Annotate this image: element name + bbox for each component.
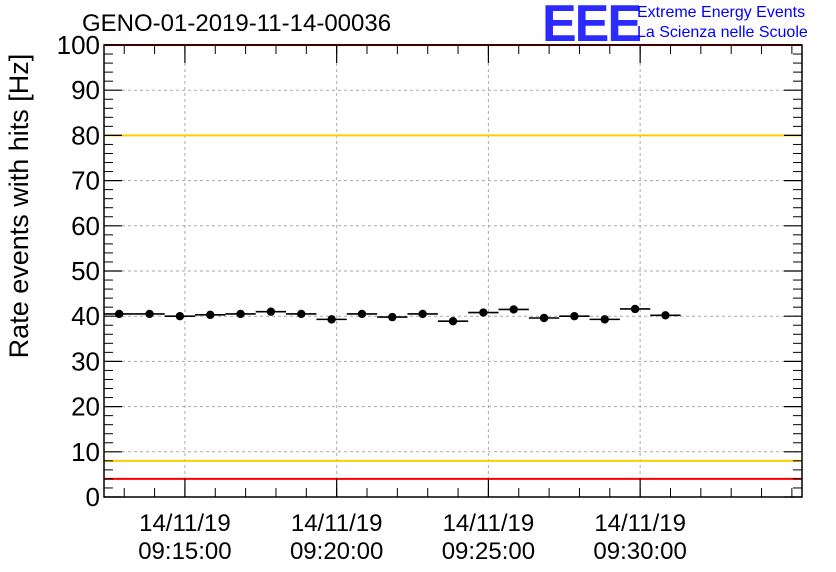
data-point xyxy=(539,313,549,323)
x-tick-time-label: 09:20:00 xyxy=(290,538,383,565)
data-point xyxy=(509,305,518,314)
y-tick-label: 20 xyxy=(71,392,100,422)
data-point xyxy=(570,312,579,321)
data-point xyxy=(448,316,458,326)
y-tick-label: 70 xyxy=(71,166,100,196)
y-tick-label: 100 xyxy=(57,30,100,60)
y-tick-label: 80 xyxy=(71,120,100,150)
data-point xyxy=(327,315,336,324)
axis-ticks xyxy=(104,44,802,498)
logo-line-2: La Scienza nelle Scuole xyxy=(637,24,808,41)
tick-labels: 010203040506070809010014/11/1909:15:0014… xyxy=(57,30,687,565)
data-point xyxy=(297,309,306,319)
grid-lines xyxy=(104,45,802,497)
data-point xyxy=(357,309,367,319)
x-tick-date-label: 14/11/19 xyxy=(139,510,231,537)
logo-line-1: Extreme Energy Events xyxy=(637,4,806,21)
y-tick-label: 50 xyxy=(71,256,100,286)
y-tick-label: 60 xyxy=(71,211,100,241)
data-point xyxy=(145,309,154,319)
chart-title: GENO-01-2019-11-14-00036 xyxy=(82,10,392,37)
x-tick-time-label: 09:30:00 xyxy=(593,538,686,565)
y-tick-label: 0 xyxy=(86,482,100,512)
plot-frame xyxy=(103,44,803,498)
data-point xyxy=(206,310,215,320)
data-point xyxy=(175,312,185,321)
y-tick-label: 30 xyxy=(71,346,100,376)
data-points xyxy=(104,304,681,326)
eee-logo: EEE xyxy=(542,0,642,53)
data-point xyxy=(236,309,245,319)
x-tick-date-label: 14/11/19 xyxy=(443,510,535,537)
y-axis-label: Rate events with hits [Hz] xyxy=(4,54,34,359)
data-point xyxy=(114,309,124,319)
x-tick-time-label: 09:15:00 xyxy=(138,538,231,565)
x-tick-date-label: 14/11/19 xyxy=(291,510,383,537)
data-point xyxy=(418,309,427,319)
data-point xyxy=(630,304,640,314)
y-tick-label: 40 xyxy=(71,301,100,331)
data-point xyxy=(479,308,488,317)
reference-lines xyxy=(104,44,802,480)
data-point xyxy=(600,315,609,324)
data-point xyxy=(266,307,276,316)
x-tick-date-label: 14/11/19 xyxy=(594,510,686,537)
x-tick-time-label: 09:25:00 xyxy=(442,538,535,565)
data-point xyxy=(661,311,670,320)
y-tick-label: 90 xyxy=(71,75,100,105)
y-tick-label: 10 xyxy=(71,437,100,467)
data-point xyxy=(388,312,397,322)
